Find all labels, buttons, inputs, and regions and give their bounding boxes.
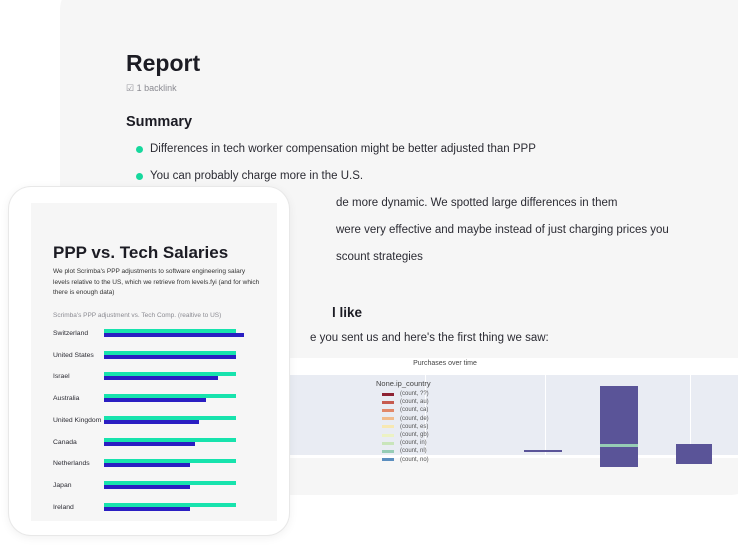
legend-label: (count, gb) <box>400 432 429 439</box>
ppp-bar <box>104 480 237 485</box>
legend-label: (count, au) <box>400 399 429 406</box>
chart-bar <box>676 444 712 464</box>
legend-swatch <box>382 392 394 396</box>
chart-category-row: Switzerland <box>53 329 277 350</box>
chart-category-row: United States <box>53 350 277 372</box>
category-label: Israel <box>53 373 70 381</box>
legend-swatch <box>382 458 394 462</box>
category-label: Netherlands <box>53 460 90 468</box>
ppp-bar <box>104 415 237 420</box>
tech-comp-bar <box>104 441 196 446</box>
legend-item: (count, ??) <box>382 390 429 398</box>
category-label: Canada <box>53 438 77 446</box>
chart-legend: (count, ??) (count, au) (count, ca) (count,… <box>382 390 429 464</box>
ppp-bar <box>104 372 237 377</box>
intro-sentence: e you sent us and here's the first thing… <box>310 332 549 344</box>
legend-item: (count, au) <box>382 398 429 406</box>
chart-bar <box>524 450 562 452</box>
legend-label: (count, es) <box>400 423 429 430</box>
backlink-link[interactable]: ☑ 1 backlink <box>126 83 177 93</box>
chart-gridline <box>690 375 691 455</box>
tech-comp-bar <box>104 354 237 359</box>
legend-swatch <box>382 449 394 453</box>
bullet-dot-icon <box>136 173 143 180</box>
ppp-bar <box>104 502 237 507</box>
legend-item: (count, gb) <box>382 431 429 439</box>
legend-swatch <box>382 408 394 412</box>
legend-title: None.ip_country <box>376 379 431 388</box>
tech-comp-bar <box>104 419 200 424</box>
legend-item: (count, es) <box>382 423 429 431</box>
chart-category-row: Netherlands <box>53 459 277 480</box>
chart-bar-segment <box>600 444 638 447</box>
page-title: Report <box>126 50 201 76</box>
ppp-chart-subtitle: Scrimba's PPP adjustment vs. Tech Comp. … <box>53 312 222 319</box>
bullet-text: were very effective and maybe instead of… <box>336 224 669 236</box>
summary-list: Differences in tech worker compensation … <box>136 138 669 273</box>
report-card: Report ☑ 1 backlink Summary Differences … <box>60 0 738 495</box>
chart-bar <box>600 386 638 467</box>
legend-item: (count, no) <box>382 456 429 464</box>
category-label: Australia <box>53 395 80 403</box>
tech-comp-bar <box>104 376 218 381</box>
chart-category-row: Ireland <box>53 502 277 521</box>
ppp-description: We plot Scrimba's PPP adjustments to sof… <box>53 268 260 296</box>
bullet-text: Differences in tech worker compensation … <box>150 143 536 155</box>
legend-item: (count, de) <box>382 415 429 423</box>
tech-comp-bar <box>104 398 206 403</box>
legend-label: (count, de) <box>400 415 429 422</box>
legend-swatch <box>382 433 394 437</box>
chart-category-row: Israel <box>53 372 277 393</box>
legend-swatch <box>382 417 394 421</box>
category-label: Japan <box>53 481 72 489</box>
tech-comp-bar <box>104 463 190 468</box>
bullet-text: You can probably charge more in the U.S. <box>150 170 364 182</box>
legend-swatch <box>382 400 394 404</box>
chart-category-row: Canada <box>53 437 277 459</box>
chart-gridline <box>545 375 546 455</box>
chart-category-row: Japan <box>53 480 277 502</box>
summary-heading: Summary <box>126 114 193 130</box>
ppp-card: PPP vs. Tech Salaries We plot Scrimba's … <box>9 187 289 535</box>
legend-label: (count, in) <box>400 440 427 447</box>
legend-label: (count, ca) <box>400 407 429 414</box>
chart-category-row: Australia <box>53 394 277 415</box>
ppp-chart-panel: PPP vs. Tech Salaries We plot Scrimba's … <box>31 203 277 521</box>
category-label: United States <box>53 351 94 359</box>
bullet-text: scount strategies <box>336 251 423 263</box>
ppp-bar <box>104 329 237 333</box>
legend-label: (count, no) <box>400 456 429 463</box>
section-subheading: l like <box>332 305 363 320</box>
ppp-bar <box>104 437 237 442</box>
legend-item: (count, in) <box>382 439 429 447</box>
legend-item: (count, ca) <box>382 406 429 414</box>
chart-category-row: United Kingdom <box>53 415 277 437</box>
tech-comp-bar <box>104 484 190 489</box>
legend-item: (count, nl) <box>382 447 429 455</box>
ppp-title: PPP vs. Tech Salaries <box>53 243 229 262</box>
category-label: Ireland <box>53 503 74 511</box>
chart-title: Purchases over time <box>413 360 477 367</box>
category-label: Switzerland <box>53 330 89 337</box>
summary-bullet: Differences in tech worker compensation … <box>136 138 669 165</box>
tech-comp-bar <box>104 333 244 337</box>
category-label: United Kingdom <box>53 416 102 424</box>
ppp-bar <box>104 394 237 399</box>
legend-swatch <box>382 425 394 429</box>
legend-label: (count, nl) <box>400 448 427 455</box>
bullet-text: de more dynamic. We spotted large differ… <box>336 197 618 209</box>
purchases-chart: Purchases over time None.ip_country (cou… <box>280 358 738 467</box>
legend-swatch <box>382 441 394 445</box>
chart-gridline <box>425 375 426 455</box>
ppp-bar <box>104 459 237 464</box>
ppp-bar <box>104 350 237 355</box>
summary-bullet: You can probably charge more in the U.S. <box>136 165 669 192</box>
legend-label: (count, ??) <box>400 391 429 398</box>
bullet-dot-icon <box>136 146 143 153</box>
chart-plot-area <box>280 375 738 455</box>
tech-comp-bar <box>104 506 190 511</box>
